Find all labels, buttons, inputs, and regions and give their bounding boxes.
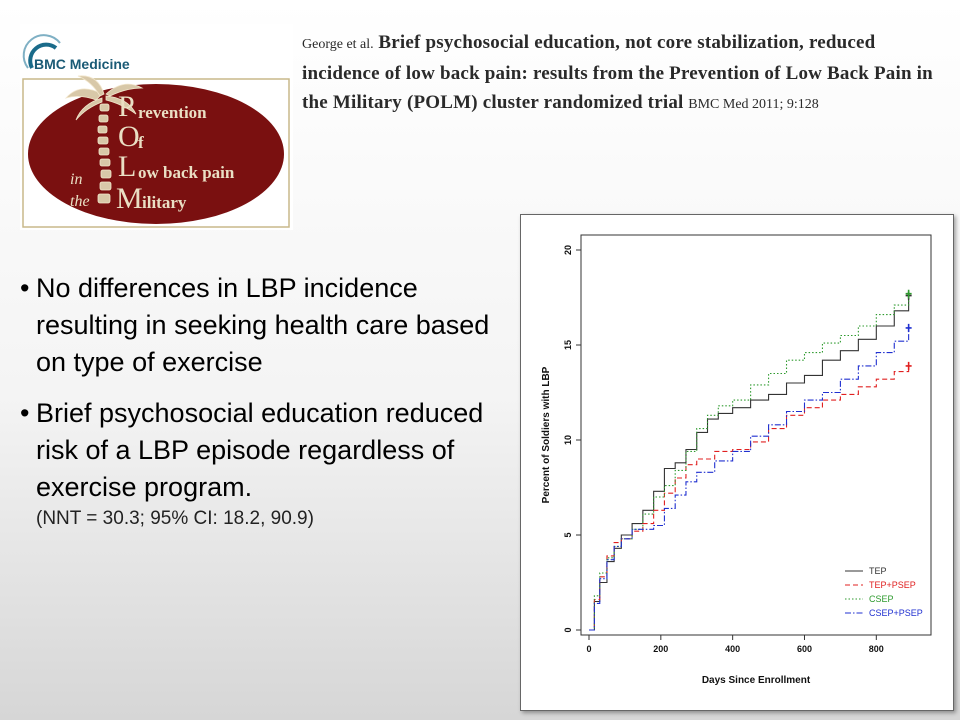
series-line-tep-plus-psep — [589, 365, 910, 631]
logo-word-low-back-pain: ow back pain — [138, 163, 235, 182]
bmc-arc-icon — [28, 42, 58, 69]
polm-logo: BMC Medicine P O L M revent — [20, 24, 293, 230]
x-tick-label: 200 — [653, 644, 668, 654]
logo-word-military: ilitary — [142, 193, 187, 212]
bullet-subtext: (NNT = 30.3; 95% CI: 18.2, 90.9) — [36, 508, 314, 529]
logo-letter-o: O — [118, 120, 140, 153]
series-line-csep — [589, 293, 910, 631]
x-tick-label: 400 — [725, 644, 740, 654]
logo-word-in: in — [70, 171, 82, 188]
bullet-list: • No differences in LBP incidence result… — [20, 270, 490, 546]
bullet-item: • No differences in LBP incidence result… — [20, 270, 490, 381]
bullet-dot-icon: • — [20, 398, 30, 428]
bullet-text: Brief psychosocial education reduced ris… — [36, 398, 484, 502]
legend-label: CSEP — [869, 594, 894, 604]
series-line-tep — [589, 295, 910, 631]
spine-palm-icon — [64, 75, 144, 204]
bullet-dot-icon: • — [20, 273, 30, 303]
y-tick-label: 15 — [563, 340, 573, 350]
plot-frame — [580, 234, 932, 636]
bullet-item: • Brief psychosocial education reduced r… — [20, 395, 490, 532]
legend-label: CSEP+PSEP — [869, 608, 923, 618]
x-tick-label: 600 — [797, 644, 812, 654]
series-line-csep-plus-psep — [589, 327, 910, 631]
bullet-text: No differences in LBP incidence resultin… — [36, 273, 490, 377]
censor-mark-icon — [905, 289, 912, 298]
logo-oval — [28, 84, 284, 224]
citation: George et al. Brief psychosocial educati… — [302, 28, 952, 119]
logo-word-the: the — [70, 193, 90, 210]
citation-journal: BMC Med 2011; 9:128 — [688, 97, 819, 112]
legend-label: TEP+PSEP — [869, 580, 916, 590]
y-tick-label: 0 — [563, 627, 573, 632]
x-axis-label: Days Since Enrollment — [702, 675, 811, 686]
x-tick-label: 800 — [869, 644, 884, 654]
y-tick-label: 5 — [563, 532, 573, 537]
logo-word-of: f — [138, 133, 144, 152]
kaplan-meier-chart: 0 200 400 600 800 0 5 10 15 20 TEP TEP+PSEP CSEP CSE… — [541, 234, 932, 686]
logo-letter-p: P — [118, 90, 135, 123]
logo-letter-l: L — [118, 150, 136, 183]
citation-authors: George et al. — [302, 37, 374, 52]
chart-panel: 0 200 400 600 800 0 5 10 15 20 TEP TEP+PSEP CSEP CSE… — [520, 214, 954, 711]
y-axis-label: Percent of Soldiers with LBP — [541, 366, 552, 503]
citation-title: Brief psychosocial education, not core s… — [302, 32, 933, 113]
logo-graphic: BMC Medicine P O L M revent — [22, 34, 290, 228]
y-tick-label: 10 — [563, 435, 573, 445]
y-tick-label: 20 — [563, 245, 573, 255]
censor-mark-icon — [905, 323, 912, 332]
x-tick-label: 0 — [586, 644, 591, 654]
journal-name: BMC Medicine — [34, 56, 130, 72]
censor-mark-icon — [905, 361, 912, 370]
logo-word-prevention: revention — [138, 103, 207, 122]
logo-letter-m: M — [116, 182, 143, 215]
legend-label: TEP — [869, 566, 887, 576]
